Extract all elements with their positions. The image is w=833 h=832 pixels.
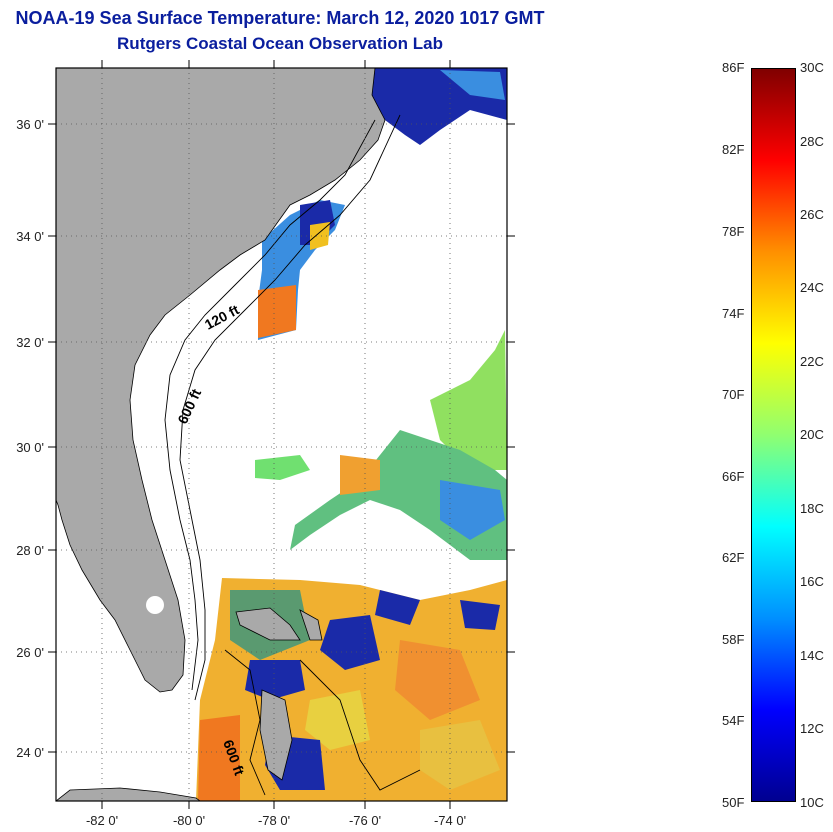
cbar-f-58: 58F <box>722 632 745 647</box>
cbar-f-62: 62F <box>722 550 745 565</box>
lat-label-36: 36 0' <box>16 117 44 132</box>
cbar-f-70: 70F <box>722 387 745 402</box>
land-grand-bahama <box>235 607 301 641</box>
lat-label-34: 34 0' <box>16 229 44 244</box>
land-andros <box>259 689 293 781</box>
lat-label-24: 24 0' <box>16 745 44 760</box>
cbar-f-54: 54F <box>722 713 745 728</box>
map-title: NOAA-19 Sea Surface Temperature: March 1… <box>15 8 545 28</box>
cbar-c-14: 14C <box>800 648 824 663</box>
cbar-c-12: 12C <box>800 721 824 736</box>
lon-label-74: -74 0' <box>434 813 466 828</box>
map-gridlines <box>56 68 507 801</box>
cbar-c-24: 24C <box>800 280 824 295</box>
lat-label-28: 28 0' <box>16 543 44 558</box>
cbar-c-26: 26C <box>800 207 824 222</box>
lon-label-82: -82 0' <box>86 813 118 828</box>
lat-label-26: 26 0' <box>16 645 44 660</box>
map-frame <box>55 67 508 802</box>
lake-okeechobee <box>146 596 164 614</box>
lat-label-32: 32 0' <box>16 335 44 350</box>
cbar-c-18: 18C <box>800 501 824 516</box>
lon-label-80: -80 0' <box>173 813 205 828</box>
lat-label-30: 30 0' <box>16 440 44 455</box>
land-abaco <box>299 609 323 641</box>
land-cuba <box>56 787 201 801</box>
map-subtitle: Rutgers Coastal Ocean Observation Lab <box>117 34 443 53</box>
cbar-c-22: 22C <box>800 354 824 369</box>
cbar-f-78: 78F <box>722 224 745 239</box>
cbar-c-16: 16C <box>800 574 824 589</box>
lon-label-78: -78 0' <box>258 813 290 828</box>
cbar-f-86: 86F <box>722 60 745 75</box>
temperature-colorbar <box>751 68 796 802</box>
cbar-f-50: 50F <box>722 795 745 810</box>
cbar-c-30: 30C <box>800 60 824 75</box>
bathymetry-contours <box>164 114 421 796</box>
cbar-c-20: 20C <box>800 427 824 442</box>
cbar-f-82: 82F <box>722 142 745 157</box>
cbar-c-28: 28C <box>800 134 824 149</box>
cbar-f-74: 74F <box>722 306 745 321</box>
cbar-f-66: 66F <box>722 469 745 484</box>
land-us-east-coast <box>56 68 386 693</box>
axis-ticks <box>48 60 515 809</box>
lon-label-76: -76 0' <box>349 813 381 828</box>
cbar-c-10: 10C <box>800 795 824 810</box>
